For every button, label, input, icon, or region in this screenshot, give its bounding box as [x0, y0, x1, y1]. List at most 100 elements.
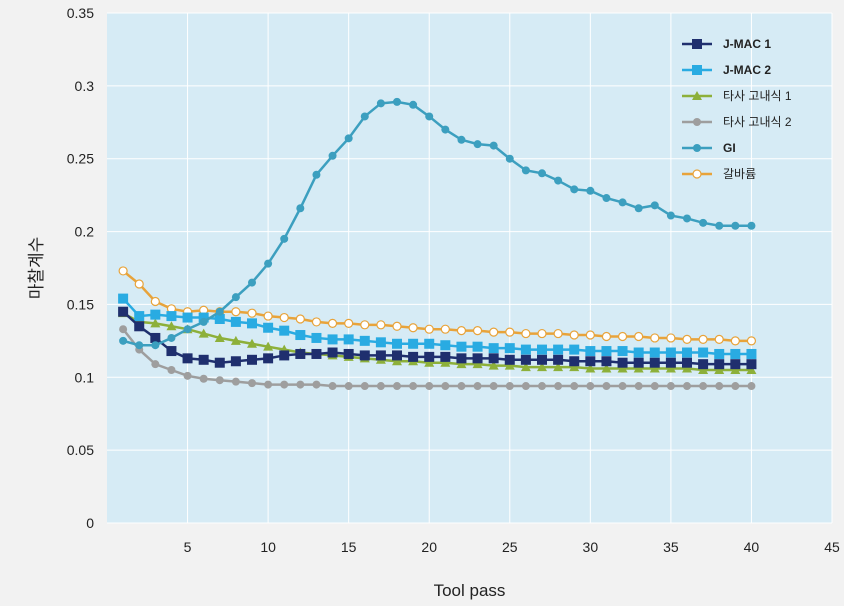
data-point: [586, 382, 595, 391]
data-point: [230, 335, 241, 345]
data-point: [119, 336, 128, 345]
data-point: [617, 363, 628, 373]
data-point: [150, 296, 160, 307]
y-tick-label: 0.35: [67, 5, 94, 21]
data-point: [746, 336, 757, 346]
data-point: [585, 330, 595, 340]
y-tick-label: 0.15: [67, 296, 94, 312]
data-point: [376, 320, 386, 330]
data-point: [150, 309, 161, 320]
data-point: [714, 365, 725, 374]
data-point: [649, 347, 660, 358]
x-axis-title: Tool pass: [434, 581, 506, 600]
data-point: [473, 382, 482, 391]
data-point: [537, 344, 547, 355]
data-point: [682, 363, 692, 373]
data-point: [504, 354, 515, 365]
data-point: [504, 360, 515, 370]
data-point: [633, 347, 644, 358]
data-point: [280, 380, 289, 389]
x-tick-label: 40: [744, 539, 760, 555]
data-point: [456, 353, 467, 364]
legend-label: J-MAC 2: [723, 63, 771, 77]
data-point: [409, 382, 418, 391]
data-point: [166, 321, 177, 331]
data-point: [569, 330, 579, 340]
legend-swatch-marker: [692, 169, 702, 179]
series-line: [122, 312, 752, 372]
data-point: [264, 380, 273, 389]
data-point: [215, 376, 224, 385]
data-point: [488, 343, 499, 354]
data-point: [537, 328, 547, 339]
data-point: [570, 382, 579, 391]
data-point: [633, 363, 644, 373]
legend-label: 타사 고내식 1: [723, 89, 792, 103]
data-point: [230, 316, 241, 327]
legend-label: 갈바륨: [723, 167, 756, 181]
data-point: [731, 221, 740, 230]
data-point: [392, 321, 402, 331]
y-tick-label: 0.25: [67, 151, 94, 167]
data-point: [472, 359, 483, 369]
data-point: [601, 356, 612, 367]
data-point: [715, 382, 724, 391]
data-point: [553, 328, 563, 339]
data-point: [343, 348, 354, 359]
data-point: [214, 332, 225, 342]
legend-swatch-marker: [693, 118, 701, 126]
data-point: [666, 382, 675, 391]
data-point: [521, 328, 531, 339]
data-point: [198, 354, 209, 365]
data-point: [440, 357, 451, 367]
data-point: [538, 382, 546, 391]
data-point: [425, 382, 434, 391]
data-point: [633, 357, 644, 368]
data-point: [376, 99, 385, 108]
data-point: [585, 356, 596, 367]
data-point: [214, 314, 225, 324]
data-point: [408, 351, 419, 362]
data-point: [441, 382, 450, 391]
data-point: [585, 363, 596, 373]
data-point: [375, 350, 386, 361]
data-point: [714, 348, 725, 359]
data-point: [569, 344, 580, 355]
data-point: [617, 346, 628, 357]
data-point: [263, 341, 274, 351]
data-point: [505, 327, 515, 337]
data-point: [231, 293, 240, 302]
data-point: [553, 344, 564, 355]
data-point: [683, 382, 691, 391]
data-point: [618, 198, 627, 207]
data-point: [360, 112, 369, 121]
data-point: [617, 331, 628, 342]
data-point: [344, 382, 353, 391]
data-point: [457, 382, 466, 391]
data-point: [393, 382, 401, 391]
data-point: [456, 326, 467, 336]
x-tick-label: 45: [824, 539, 840, 555]
data-point: [650, 201, 659, 210]
data-point: [167, 366, 176, 374]
x-tick-label: 25: [502, 539, 518, 555]
data-point: [328, 382, 337, 391]
data-point: [699, 218, 708, 227]
data-point: [665, 357, 676, 368]
data-point: [279, 350, 290, 361]
data-point: [520, 362, 531, 372]
data-point: [408, 323, 418, 333]
data-point: [295, 348, 306, 359]
data-point: [199, 317, 208, 326]
series-5: [118, 266, 757, 346]
data-point: [472, 353, 483, 364]
data-point: [521, 166, 530, 175]
data-point: [424, 324, 434, 334]
data-point: [699, 382, 708, 391]
data-point: [359, 350, 370, 361]
data-point: [327, 347, 338, 358]
y-axis-ticks: 0 0.05 0.1 0.15 0.2 0.25 0.3 0.35: [67, 5, 94, 531]
data-point: [344, 134, 353, 143]
series-3: [119, 325, 756, 391]
data-point: [634, 382, 643, 391]
